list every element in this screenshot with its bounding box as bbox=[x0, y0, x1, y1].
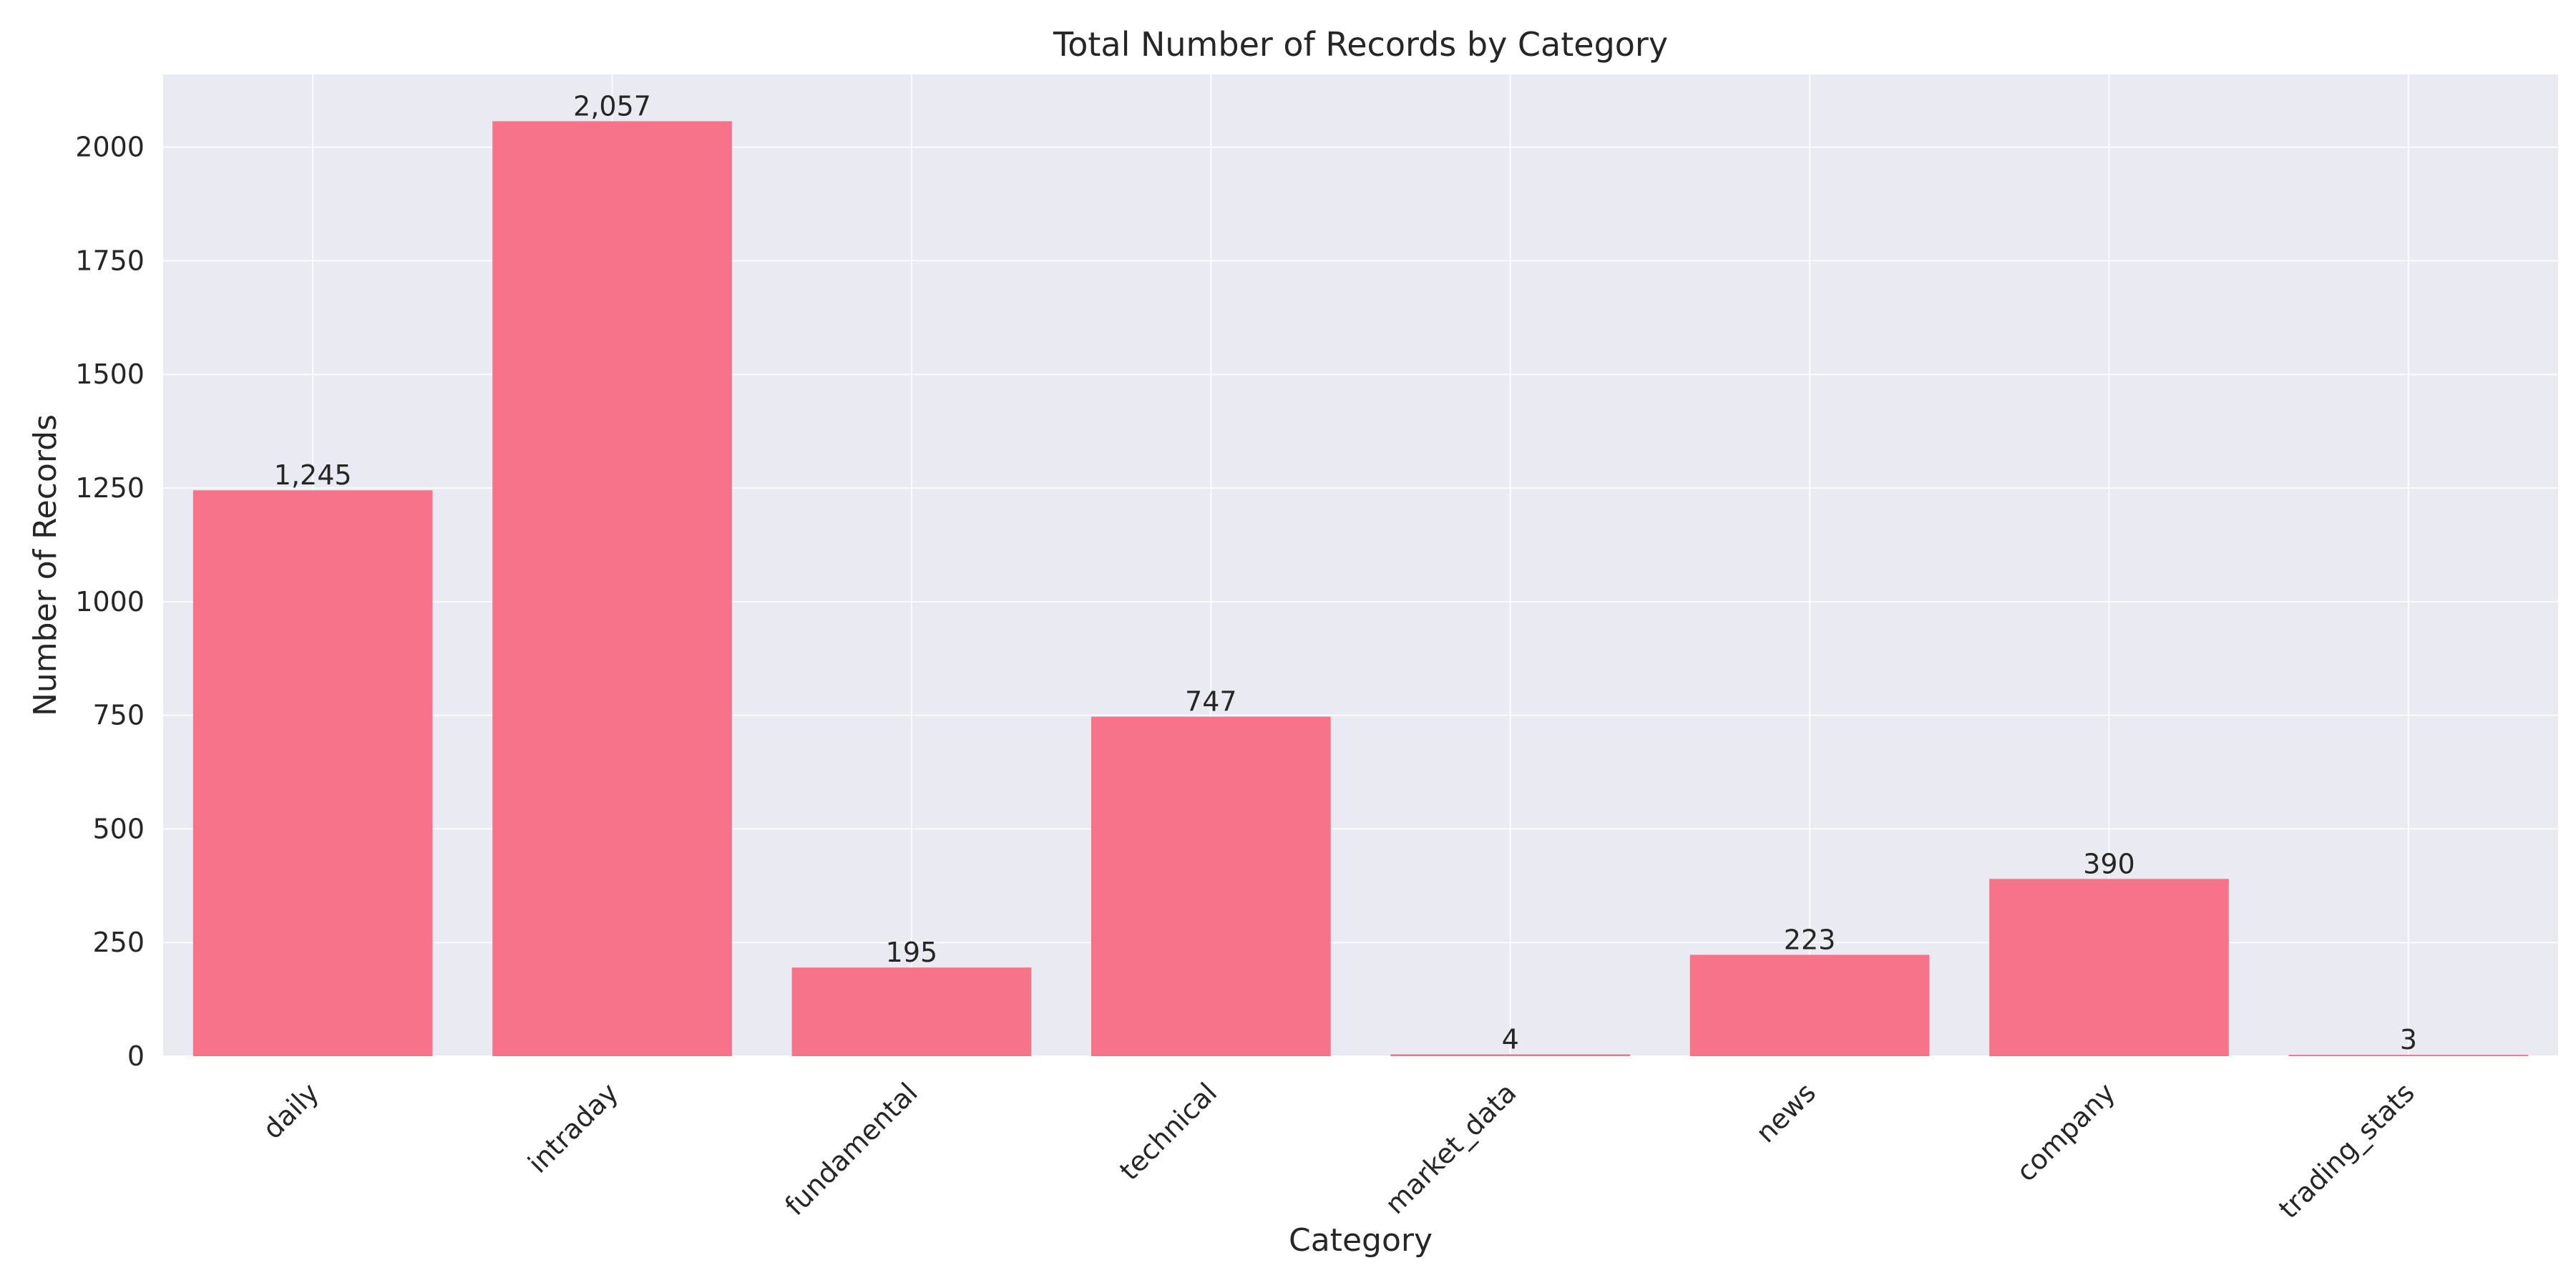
x-tick-label: intraday bbox=[522, 1077, 624, 1179]
value-labels: 1,245 2,057 195 747 4 223 390 3 bbox=[274, 90, 2417, 1055]
x-axis-ticks: daily intraday fundamental technical market_… bbox=[257, 1077, 2421, 1225]
y-axis-label: Number of Records bbox=[27, 414, 64, 716]
bar-news bbox=[1689, 955, 1930, 1056]
y-tick-label: 1500 bbox=[75, 358, 145, 390]
value-label: 195 bbox=[886, 937, 938, 968]
bar-fundamental bbox=[791, 967, 1032, 1056]
x-tick-label: news bbox=[1750, 1077, 1822, 1149]
bar-technical bbox=[1091, 716, 1331, 1056]
bar-trading-stats bbox=[2288, 1055, 2529, 1056]
value-label: 2,057 bbox=[573, 90, 651, 122]
bars bbox=[192, 121, 2529, 1056]
y-tick-label: 1000 bbox=[75, 586, 145, 618]
y-tick-label: 750 bbox=[92, 700, 145, 731]
x-tick-label: technical bbox=[1113, 1077, 1223, 1186]
y-tick-label: 2000 bbox=[75, 132, 145, 163]
y-tick-label: 1250 bbox=[75, 472, 145, 504]
y-tick-label: 0 bbox=[127, 1040, 145, 1072]
value-label: 390 bbox=[2083, 848, 2135, 879]
bar-market-data bbox=[1390, 1054, 1631, 1056]
x-tick-label: daily bbox=[257, 1077, 325, 1145]
x-tick-label: company bbox=[2010, 1077, 2121, 1188]
value-label: 747 bbox=[1185, 686, 1237, 718]
x-tick-label: fundamental bbox=[779, 1077, 924, 1221]
value-label: 3 bbox=[2400, 1024, 2417, 1055]
y-axis-ticks: 0 250 500 750 1000 1250 1500 1750 2000 bbox=[75, 132, 145, 1072]
value-label: 1,245 bbox=[274, 459, 352, 491]
y-tick-label: 500 bbox=[92, 813, 145, 844]
bar-daily bbox=[192, 490, 433, 1056]
value-label: 4 bbox=[1502, 1023, 1519, 1055]
chart-title: Total Number of Records by Category bbox=[1053, 25, 1668, 64]
x-axis-label: Category bbox=[1289, 1222, 1433, 1259]
bar-company bbox=[1989, 879, 2229, 1056]
x-tick-label: market_data bbox=[1379, 1077, 1522, 1220]
value-label: 223 bbox=[1784, 924, 1836, 955]
y-tick-label: 250 bbox=[92, 927, 145, 958]
x-tick-label: trading_stats bbox=[2273, 1077, 2421, 1225]
bar-intraday bbox=[492, 121, 732, 1056]
y-tick-label: 1750 bbox=[75, 245, 145, 276]
